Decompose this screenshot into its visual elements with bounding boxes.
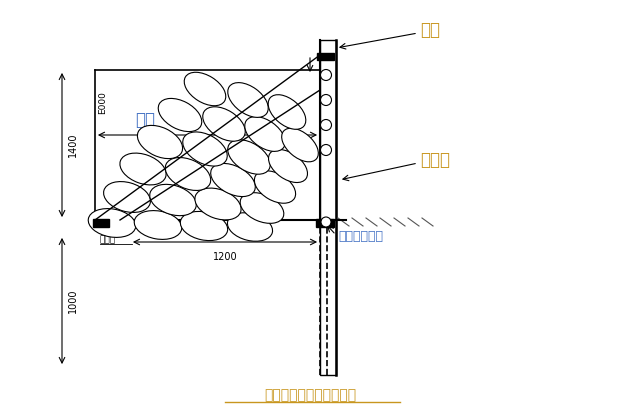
Text: 1000: 1000 — [68, 289, 78, 313]
Text: 围墙墙体钢管沙袋加固图: 围墙墙体钢管沙袋加固图 — [264, 388, 356, 402]
Ellipse shape — [134, 210, 182, 239]
Polygon shape — [317, 53, 334, 60]
Ellipse shape — [180, 211, 228, 241]
Ellipse shape — [254, 171, 296, 203]
Ellipse shape — [158, 98, 202, 132]
Ellipse shape — [120, 153, 166, 185]
Text: 木桩子: 木桩子 — [100, 235, 116, 244]
Text: 1200: 1200 — [212, 252, 237, 262]
Ellipse shape — [88, 209, 136, 237]
Ellipse shape — [268, 95, 306, 129]
Ellipse shape — [183, 132, 227, 166]
Ellipse shape — [282, 128, 318, 162]
Text: 钢管打入土体: 钢管打入土体 — [338, 230, 383, 244]
Ellipse shape — [165, 158, 211, 190]
Circle shape — [321, 120, 332, 130]
Ellipse shape — [269, 149, 307, 183]
Ellipse shape — [203, 107, 245, 141]
Circle shape — [321, 144, 332, 156]
Circle shape — [321, 69, 332, 81]
Ellipse shape — [240, 193, 284, 223]
Polygon shape — [316, 219, 334, 227]
Ellipse shape — [228, 140, 270, 174]
Ellipse shape — [227, 213, 273, 241]
Text: 1400: 1400 — [68, 133, 78, 157]
Bar — [320, 40, 336, 375]
Ellipse shape — [244, 117, 285, 151]
Text: E000: E000 — [99, 91, 108, 114]
Text: 临水面: 临水面 — [420, 151, 450, 169]
Ellipse shape — [104, 182, 150, 212]
Ellipse shape — [150, 184, 196, 216]
Polygon shape — [93, 219, 109, 227]
Text: 砂袋: 砂袋 — [135, 111, 155, 129]
Ellipse shape — [211, 164, 255, 197]
Circle shape — [321, 95, 332, 105]
Text: 围挡: 围挡 — [420, 21, 440, 39]
Ellipse shape — [138, 125, 182, 159]
Circle shape — [321, 217, 331, 227]
Ellipse shape — [228, 83, 268, 117]
Ellipse shape — [184, 72, 226, 106]
Ellipse shape — [195, 188, 241, 220]
